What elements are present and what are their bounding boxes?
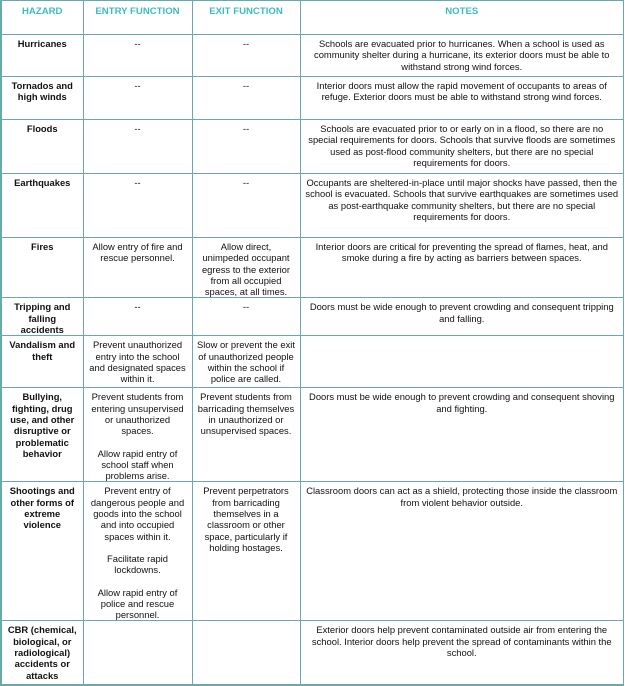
exit-function-cell: [191, 620, 301, 686]
table-row: Vandalism and theft Prevent unauthorized …: [0, 335, 624, 389]
notes-cell: Schools are evacuated prior to hurricane…: [299, 34, 624, 77]
entry-function-cell: Prevent unauthorized entry into the scho…: [82, 335, 193, 389]
entry-function-cell: --: [82, 76, 193, 120]
hazard-cell: Shootings and other forms of extreme vio…: [0, 481, 84, 622]
hazard-cell: Tornados and high winds: [0, 76, 84, 120]
hazard-cell: Tripping and falling accidents: [0, 297, 84, 337]
header-entry-function: ENTRY FUNCTION: [82, 0, 193, 35]
entry-function-text: Allow rapid entry of police and rescue p…: [97, 586, 178, 621]
entry-function-text: Allow entry of fire and rescue personnel…: [92, 241, 183, 264]
notes-cell: Doors must be wide enough to prevent cro…: [299, 387, 624, 483]
entry-function-text: --: [134, 123, 141, 134]
entry-function-text: --: [134, 301, 141, 313]
hazard-cell: Earthquakes: [0, 173, 84, 238]
exit-function-text: Prevent perpetrators from barricading th…: [203, 485, 289, 553]
notes-cell: Schools are evacuated prior to or early …: [299, 119, 624, 174]
table-row: Bullying, fighting, drug use, and other …: [0, 387, 624, 483]
entry-function-text: Prevent unauthorized entry into the scho…: [89, 339, 186, 385]
exit-function-text: --: [242, 123, 250, 134]
hazard-cell: CBR (chemical, biological, or radiologic…: [0, 620, 84, 686]
exit-function-cell: Slow or prevent the exit of unauthorized…: [191, 335, 301, 389]
notes-cell: Interior doors must allow the rapid move…: [299, 76, 624, 120]
exit-function-cell: Prevent perpetrators from barricading th…: [191, 481, 301, 622]
entry-function-cell: --: [82, 297, 193, 337]
entry-function-cell: --: [82, 119, 193, 174]
entry-function-text: Allow rapid entry of school staff when p…: [97, 447, 178, 482]
exit-function-text: Prevent students from barricading themse…: [197, 391, 295, 437]
notes-cell: Doors must be wide enough to prevent cro…: [299, 297, 624, 337]
exit-function-cell: Allow direct, unimpeded occupant egress …: [191, 236, 301, 299]
entry-function-text: --: [134, 38, 141, 49]
entry-function-cell: Prevent students from entering unsupervi…: [82, 387, 193, 483]
notes-cell: Occupants are sheltered-in-place until m…: [299, 173, 624, 238]
entry-function-text: Prevent entry of dangerous people and go…: [90, 485, 185, 542]
exit-function-cell: --: [191, 76, 301, 120]
exit-function-cell: --: [191, 34, 301, 77]
header-hazard: HAZARD: [0, 0, 84, 35]
entry-function-cell: --: [82, 34, 193, 77]
table-row: Earthquakes -- -- Occupants are sheltered-i…: [0, 173, 624, 238]
notes-cell: [299, 335, 624, 389]
exit-function-text: Allow direct, unimpeded occupant egress …: [201, 241, 291, 298]
table-row: CBR (chemical, biological, or radiologic…: [0, 620, 624, 686]
exit-function-text: --: [242, 177, 250, 188]
table-row: Hurricanes -- -- Schools are evacuated prio…: [0, 34, 624, 77]
hazard-cell: Bullying, fighting, drug use, and other …: [0, 387, 84, 483]
notes-cell: Exterior doors help prevent contaminated…: [299, 620, 624, 686]
hazard-cell: Vandalism and theft: [0, 335, 84, 389]
notes-cell: Classroom doors can act as a shield, pro…: [299, 481, 624, 622]
exit-function-cell: --: [191, 297, 301, 337]
entry-function-text: Prevent students from entering unsupervi…: [91, 391, 184, 437]
exit-function-text: --: [242, 80, 250, 91]
entry-function-cell: Prevent entry of dangerous people and go…: [82, 481, 193, 622]
exit-function-cell: --: [191, 173, 301, 238]
table-row: Floods -- -- Schools are evacuated prior to…: [0, 119, 624, 174]
header-row: HAZARD ENTRY FUNCTION EXIT FUNCTION NOTE…: [0, 0, 624, 35]
table-row: Fires Allow entry of fire and rescue pers…: [0, 236, 624, 299]
hazard-cell: Hurricanes: [0, 34, 84, 77]
header-exit-function: EXIT FUNCTION: [191, 0, 301, 35]
entry-function-cell: Allow entry of fire and rescue personnel…: [82, 236, 193, 299]
table-row: Tornados and high winds -- -- Interior door…: [0, 76, 624, 120]
exit-function-text: --: [242, 38, 250, 49]
table-row: Tripping and falling accidents -- -- Doors …: [0, 297, 624, 337]
entry-function-text: --: [134, 177, 141, 188]
entry-function-cell: --: [82, 173, 193, 238]
exit-function-text: Slow or prevent the exit of unauthorized…: [197, 339, 295, 385]
table-row: Shootings and other forms of extreme vio…: [0, 481, 624, 622]
exit-function-cell: --: [191, 119, 301, 174]
entry-function-text: --: [134, 80, 141, 91]
entry-function-cell: [82, 620, 193, 686]
hazard-cell: Fires: [0, 236, 84, 299]
header-notes: NOTES: [299, 0, 624, 35]
entry-function-text: Facilitate rapid lockdowns.: [107, 552, 168, 576]
hazard-cell: Floods: [0, 119, 84, 174]
exit-function-text: --: [242, 301, 250, 313]
exit-function-cell: Prevent students from barricading themse…: [191, 387, 301, 483]
notes-cell: Interior doors are critical for preventi…: [299, 236, 624, 299]
